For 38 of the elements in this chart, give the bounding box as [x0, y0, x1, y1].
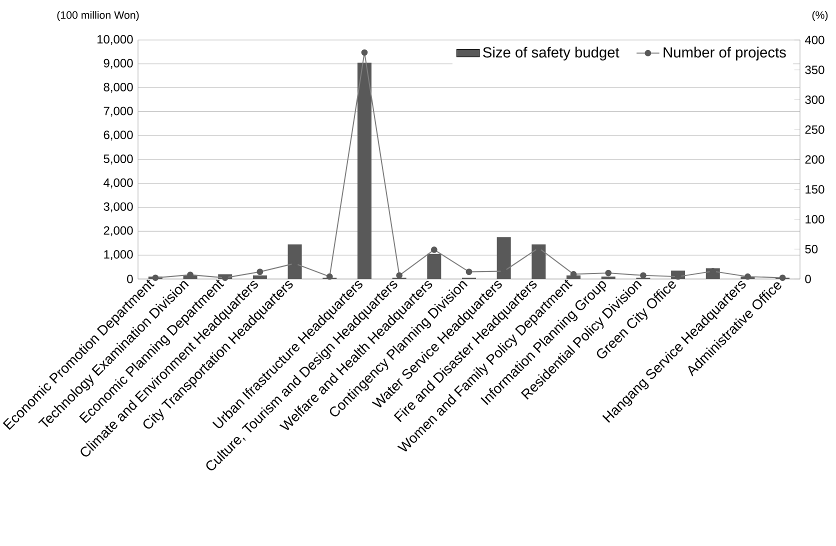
bar	[357, 62, 372, 279]
point	[466, 268, 472, 276]
point	[256, 268, 264, 276]
point	[326, 273, 333, 280]
y-tick-label: 3,000	[104, 202, 133, 212]
y-tick-label: 2,000	[104, 226, 133, 236]
point	[744, 273, 751, 280]
y-tick-label: 7,000	[104, 106, 133, 117]
y2-tick-label: 100	[806, 214, 824, 224]
y2-tick-label: 200	[805, 155, 824, 164]
y2-tick-label: 250	[805, 125, 824, 134]
point	[430, 246, 438, 253]
y2-axis-title: (%)	[812, 11, 828, 21]
y2-tick-label: 400	[804, 36, 824, 44]
bar	[532, 244, 546, 279]
bar	[288, 244, 302, 279]
point	[152, 274, 159, 281]
point	[605, 270, 612, 276]
legend-label: Number of projects	[664, 46, 786, 60]
y-tick-label: 1,000	[104, 250, 133, 260]
y2-tick-label: 50	[805, 244, 818, 254]
y2-tick-label: 350	[805, 66, 824, 74]
y2-tick-label: 300	[805, 95, 824, 104]
y-tick-label: 4,000	[104, 178, 133, 188]
legend-label: Size of safety budget	[483, 46, 620, 60]
y-tick-label: 8,000	[104, 82, 133, 93]
y2-tick-label: 150	[806, 185, 824, 194]
y-tick-label: 5,000	[104, 154, 133, 164]
point	[361, 49, 368, 56]
y-tick-label: 6,000	[104, 130, 133, 141]
y2-tick-label: 0	[805, 274, 811, 284]
y-tick-label: 10,000	[98, 35, 133, 45]
y-tick-label: 9,000	[104, 58, 133, 69]
point	[396, 272, 403, 279]
point	[640, 272, 646, 279]
bar	[496, 237, 511, 279]
point	[779, 274, 786, 281]
y-axis-title: (100 million Won)	[57, 11, 139, 21]
